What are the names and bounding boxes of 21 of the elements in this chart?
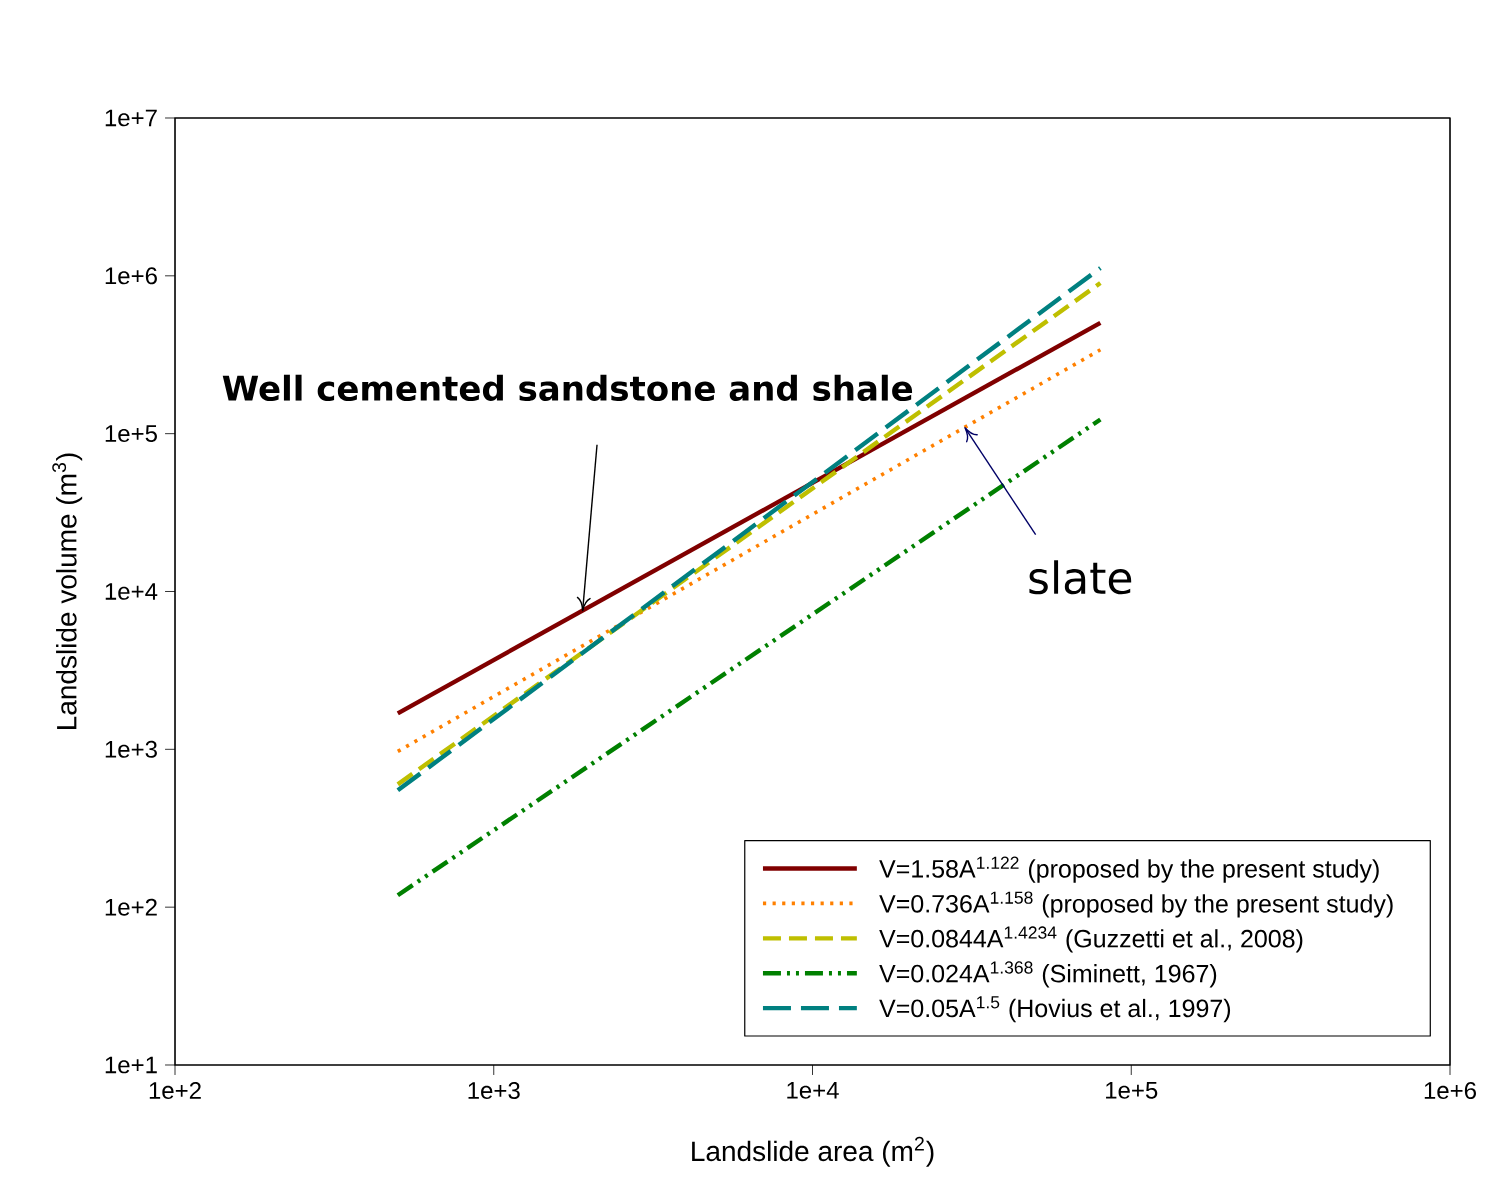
y-tick-label: 1e+4 xyxy=(105,583,158,600)
x-tick-label: 1e+6 xyxy=(1424,1082,1476,1100)
legend-label: V=0.024A$^{1.368}$ (Siminett, 1967) xyxy=(879,961,1217,988)
legend-label: V=1.58A$^{1.122}$ (proposed by the present study) xyxy=(879,856,1379,883)
y-tick-label: 1e+5 xyxy=(105,425,157,443)
x-axis-title: Landslide area (m$^{2}$) xyxy=(692,1136,934,1167)
annotation: Well cemented sandstone and shale xyxy=(222,374,913,402)
x-tick-label: 1e+5 xyxy=(1106,1082,1158,1099)
x-tick-label: 1e+4 xyxy=(787,1082,839,1099)
y-tick-label: 1e+1 xyxy=(105,1056,157,1074)
y-tick-label: 1e+6 xyxy=(105,267,157,285)
y-tick-label: 1e+2 xyxy=(105,898,157,916)
annotation: slate xyxy=(1029,560,1132,595)
legend-label: V=0.05A$^{1.5}$ (Hovius et al., 1997) xyxy=(879,996,1231,1023)
y-tick-label: 1e+7 xyxy=(105,109,157,127)
y-axis-title: Landslide volume (m$^{3}$) xyxy=(52,453,83,729)
y-tick-label: 1e+3 xyxy=(105,740,157,758)
legend-label: V=0.0844A$^{1.4234}$ (Guzzetti et al., 2008) xyxy=(879,926,1303,953)
legend-label: V=0.736A$^{1.158}$ (proposed by the present study) xyxy=(879,891,1393,918)
x-tick-label: 1e+2 xyxy=(149,1082,201,1100)
x-tick-label: 1e+3 xyxy=(468,1082,520,1100)
